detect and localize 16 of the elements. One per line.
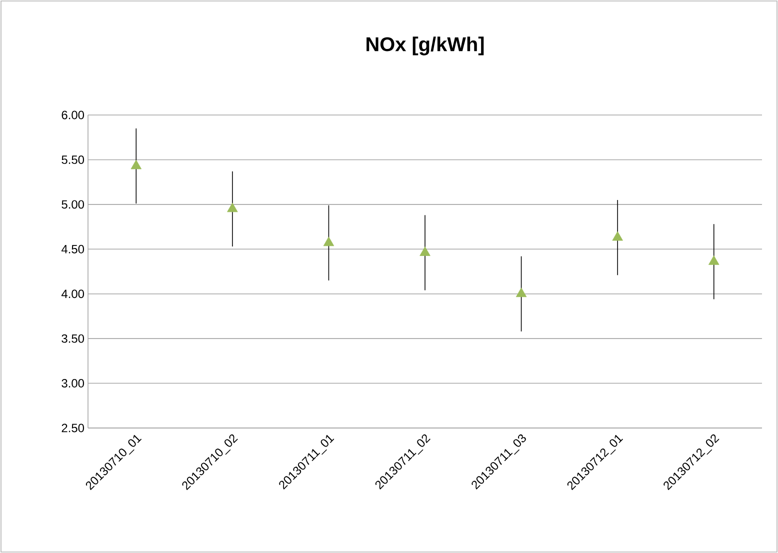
point [227,202,238,212]
point [420,246,430,256]
point [612,231,623,241]
y-tick-label: 6.00 [62,110,84,120]
chart-title: NOx [g/kWh] [366,36,484,56]
point [516,288,527,298]
y-tick-label: 4.50 [61,244,84,254]
y-tick-label: 2.50 [62,424,84,432]
y-tick-label: 5.50 [62,155,84,164]
y-tick-label: 3.50 [62,334,84,343]
point [130,160,142,170]
y-tick-label: 3.00 [62,379,84,388]
point [323,236,334,246]
y-tick-label: 4.00 [61,290,84,298]
point [708,255,720,265]
y-tick-label: 5.00 [62,200,84,209]
